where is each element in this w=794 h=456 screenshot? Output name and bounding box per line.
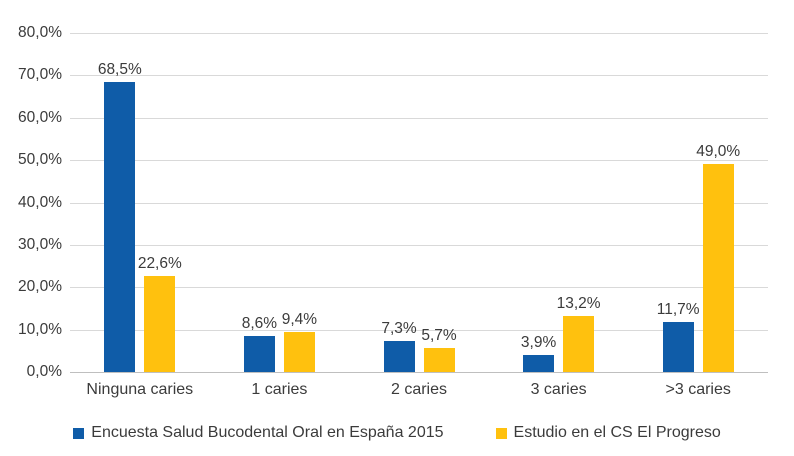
gridline	[70, 244, 768, 246]
gridline	[70, 202, 768, 204]
bar-series2	[563, 316, 595, 372]
x-axis-line	[70, 372, 768, 373]
bar-series2	[283, 332, 315, 372]
gridline	[70, 33, 768, 34]
bar-value-label: 68,5%	[97, 60, 142, 78]
y-axis-tick-label: 50,0%	[18, 151, 62, 169]
gridline	[70, 75, 768, 77]
bar-series1	[523, 355, 555, 372]
category-label: 2 caries	[390, 381, 448, 398]
legend-item: Estudio en el CS El Progreso	[495, 424, 721, 442]
bar-series1	[243, 335, 275, 372]
bar-value-label: 3,9%	[520, 334, 557, 352]
y-axis-tick-label: 80,0%	[18, 24, 62, 41]
bar-value-label: 11,7%	[656, 301, 700, 319]
bar-value-label: 8,6%	[241, 314, 278, 332]
bar-series2	[144, 276, 176, 372]
legend-item: Encuesta Salud Bucodental Oral en España…	[73, 424, 444, 442]
bar-series1	[104, 81, 136, 372]
gridline	[70, 329, 768, 331]
y-axis-tick-label: 10,0%	[18, 320, 62, 338]
y-axis-tick-label: 40,0%	[18, 193, 62, 211]
legend-swatch-icon	[495, 427, 507, 439]
bar-series2	[423, 347, 455, 372]
bar-series1	[662, 322, 694, 372]
y-axis-tick-label: 70,0%	[18, 66, 62, 84]
y-axis-tick-label: 30,0%	[18, 235, 62, 253]
bar-value-label: 7,3%	[381, 320, 417, 338]
bar-value-label: 5,7%	[421, 326, 457, 344]
bar-value-label: 22,6%	[137, 255, 182, 273]
legend-swatch-icon	[73, 427, 85, 439]
gridline	[70, 117, 768, 119]
y-axis-tick-label: 0,0%	[26, 363, 62, 380]
bar-series1	[383, 341, 415, 372]
category-label: 3 caries	[530, 381, 587, 398]
gridline	[70, 160, 768, 162]
y-axis-tick-label: 20,0%	[18, 278, 62, 296]
legend-label: Encuesta Salud Bucodental Oral en España…	[91, 424, 444, 441]
bar-value-label: 13,2%	[556, 295, 601, 313]
bar-value-label: 9,4%	[281, 311, 318, 329]
legend: Encuesta Salud Bucodental Oral en España…	[0, 424, 794, 442]
legend-label: Estudio en el CS El Progreso	[513, 424, 721, 441]
gridline	[70, 287, 768, 289]
category-label: Ninguna caries	[86, 381, 194, 398]
y-axis-tick-label: 60,0%	[18, 108, 62, 126]
bar-series2	[702, 164, 734, 372]
plot-area: 68,5% 22,6% 8,6% 9,4% 7,3% 5,7% 3,9% 13,2% 11,7%…	[70, 33, 768, 373]
bar-value-label: 49,0%	[696, 143, 741, 161]
category-label: >3 caries	[665, 381, 731, 398]
category-label: 1 caries	[251, 381, 308, 398]
